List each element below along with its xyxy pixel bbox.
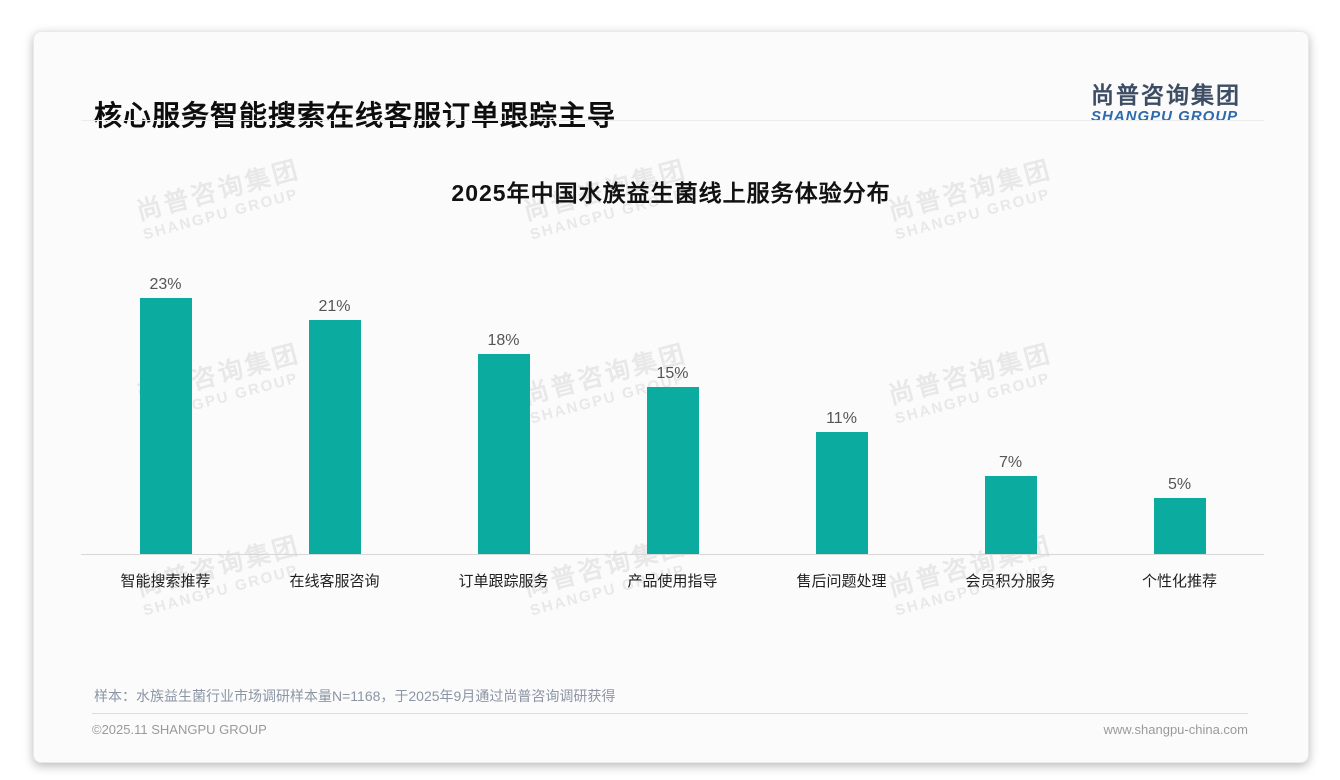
bar <box>1153 498 1206 554</box>
logo-chinese-text: 尚普咨询集团 <box>1091 82 1241 108</box>
bar-value-label: 21% <box>318 298 351 315</box>
website-url: www.shangpu-china.com <box>1103 722 1248 737</box>
bar-column: 23% <box>81 262 250 554</box>
bar-column: 5% <box>1095 262 1264 554</box>
bar <box>139 298 192 554</box>
bar-value-label: 7% <box>998 454 1023 471</box>
category-label: 售后问题处理 <box>796 573 887 590</box>
bar <box>984 476 1037 554</box>
bar-value-label: 15% <box>656 365 689 382</box>
bar-column: 21% <box>250 262 419 554</box>
footer-divider <box>92 713 1248 714</box>
sample-note: 样本：水族益生菌行业市场调研样本量N=1168，于2025年9月通过尚普咨询调研… <box>94 688 616 704</box>
bar-column: 18% <box>419 262 588 554</box>
category-label: 产品使用指导 <box>627 573 718 590</box>
bar-value-label: 5% <box>1167 476 1192 493</box>
logo-english-text: SHANGPU GROUP <box>1091 108 1239 126</box>
category-label: 智能搜索推荐 <box>120 573 211 590</box>
bar-value-label: 18% <box>487 332 520 349</box>
bar <box>308 320 361 554</box>
bar <box>646 387 699 554</box>
chart-title: 2025年中国水族益生菌线上服务体验分布 <box>451 180 891 206</box>
category-axis: 智能搜索推荐 在线客服咨询 订单跟踪服务 产品使用指导 售后问题处理 会员积分服务 个性化推… <box>81 570 1264 591</box>
bar-value-label: 23% <box>149 276 182 293</box>
footer: ©2025.11 SHANGPU GROUP www.shangpu-china… <box>92 722 1248 737</box>
category-label: 会员积分服务 <box>965 573 1056 590</box>
bar <box>477 354 530 554</box>
bar-value-label: 11% <box>826 410 857 427</box>
category-label: 在线客服咨询 <box>289 573 380 590</box>
bar-column: 7% <box>926 262 1095 554</box>
slide-card: 核心服务智能搜索在线客服订单跟踪主导 尚普咨询集团 SHANGPU GROUP … <box>33 31 1309 763</box>
bar-chart-plot: 23% 21% 18% 15% 11% 7% 5% <box>81 262 1264 554</box>
copyright-text: ©2025.11 SHANGPU GROUP <box>92 722 267 737</box>
bar-column: 11% <box>757 262 926 554</box>
header-divider <box>81 120 1264 121</box>
category-label: 个性化推荐 <box>1141 573 1217 590</box>
bar <box>815 432 868 554</box>
x-axis-line <box>81 554 1264 555</box>
page-title: 核心服务智能搜索在线客服订单跟踪主导 <box>94 100 617 131</box>
shangpu-logo: 尚普咨询集团 SHANGPU GROUP <box>1091 82 1241 125</box>
category-label: 订单跟踪服务 <box>458 573 549 590</box>
bar-column: 15% <box>588 262 757 554</box>
